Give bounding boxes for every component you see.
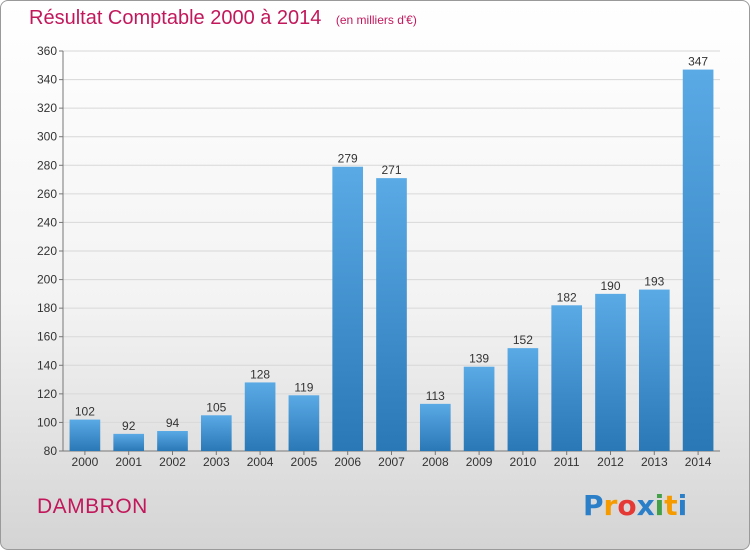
- y-tick-label: 340: [37, 73, 57, 87]
- x-tick-label-2003: 2003: [203, 455, 230, 469]
- x-tick-label-2012: 2012: [597, 455, 624, 469]
- y-tick-label: 320: [37, 101, 57, 115]
- y-tick-label: 100: [37, 415, 57, 429]
- x-tick-label-2009: 2009: [466, 455, 493, 469]
- y-tick-label: 240: [37, 215, 57, 229]
- chart-title: Résultat Comptable 2000 à 2014: [29, 7, 322, 29]
- x-tick-label-2014: 2014: [685, 455, 712, 469]
- bar-2005: [288, 395, 320, 451]
- data-label-2007: 271: [381, 163, 401, 177]
- data-label-2004: 128: [250, 367, 270, 381]
- y-tick-label: 120: [37, 387, 57, 401]
- data-label-2005: 119: [294, 380, 313, 394]
- logo-letter: x: [636, 489, 655, 522]
- logo-letter: i: [677, 489, 688, 522]
- y-tick-label: 180: [37, 301, 57, 315]
- data-label-2012: 190: [600, 279, 620, 293]
- bar-2008: [419, 403, 451, 451]
- bar-2012: [595, 293, 626, 451]
- bar-2003: [200, 415, 232, 451]
- bar-2011: [551, 305, 583, 451]
- bar-2000: [69, 419, 101, 451]
- chart-subtitle: (en milliers d'€): [335, 13, 417, 27]
- logo-letter: r: [603, 489, 618, 522]
- x-tick-label-2008: 2008: [422, 455, 449, 469]
- y-tick-label: 260: [37, 187, 57, 201]
- y-tick-label: 140: [37, 358, 57, 372]
- data-label-2001: 92: [122, 419, 136, 433]
- logo-letter: t: [664, 489, 678, 522]
- data-label-2009: 139: [469, 352, 489, 366]
- bar-2009: [463, 366, 495, 451]
- y-tick-label: 160: [37, 330, 57, 344]
- y-tick-label: 220: [37, 244, 57, 258]
- x-tick-label-2001: 2001: [115, 455, 142, 469]
- bar-2004: [244, 382, 276, 451]
- y-tick-label: 300: [37, 130, 57, 144]
- y-tick-label: 360: [37, 44, 57, 58]
- bar-2010: [507, 348, 539, 451]
- bar-2014: [682, 69, 714, 452]
- x-tick-label-2013: 2013: [641, 455, 668, 469]
- y-tick-label: 280: [37, 158, 57, 172]
- x-tick-label-2011: 2011: [554, 455, 580, 469]
- data-label-2003: 105: [206, 400, 226, 414]
- y-tick-label: 80: [44, 444, 58, 458]
- data-label-2010: 152: [513, 333, 533, 347]
- bar-2001: [113, 433, 145, 451]
- proxiti-logo: Proxiti: [583, 489, 687, 522]
- x-tick-label-2004: 2004: [247, 455, 274, 469]
- data-label-2006: 279: [338, 152, 358, 166]
- data-label-2008: 113: [426, 389, 445, 403]
- logo-letter: i: [654, 489, 665, 522]
- data-label-2000: 102: [75, 405, 95, 419]
- logo-letter: o: [617, 489, 637, 522]
- x-tick-label-2007: 2007: [378, 455, 405, 469]
- x-tick-label-2005: 2005: [291, 455, 318, 469]
- logo-letter: P: [583, 489, 604, 522]
- bar-2007: [376, 178, 407, 451]
- x-tick-label-2000: 2000: [72, 455, 99, 469]
- data-label-2002: 94: [166, 416, 180, 430]
- data-label-2013: 193: [644, 275, 664, 289]
- bar-2002: [157, 431, 188, 451]
- chart-title-block: Résultat Comptable 2000 à 2014 (en milli…: [29, 7, 417, 30]
- data-label-2014: 347: [688, 55, 708, 69]
- commune-name: DAMBRON: [37, 495, 148, 518]
- x-tick-label-2002: 2002: [159, 455, 186, 469]
- data-label-2011: 182: [557, 290, 577, 304]
- bar-2006: [332, 166, 364, 451]
- x-tick-label-2010: 2010: [510, 455, 537, 469]
- x-tick-label-2006: 2006: [334, 455, 361, 469]
- y-tick-label: 200: [37, 273, 57, 287]
- bar-2013: [638, 289, 670, 451]
